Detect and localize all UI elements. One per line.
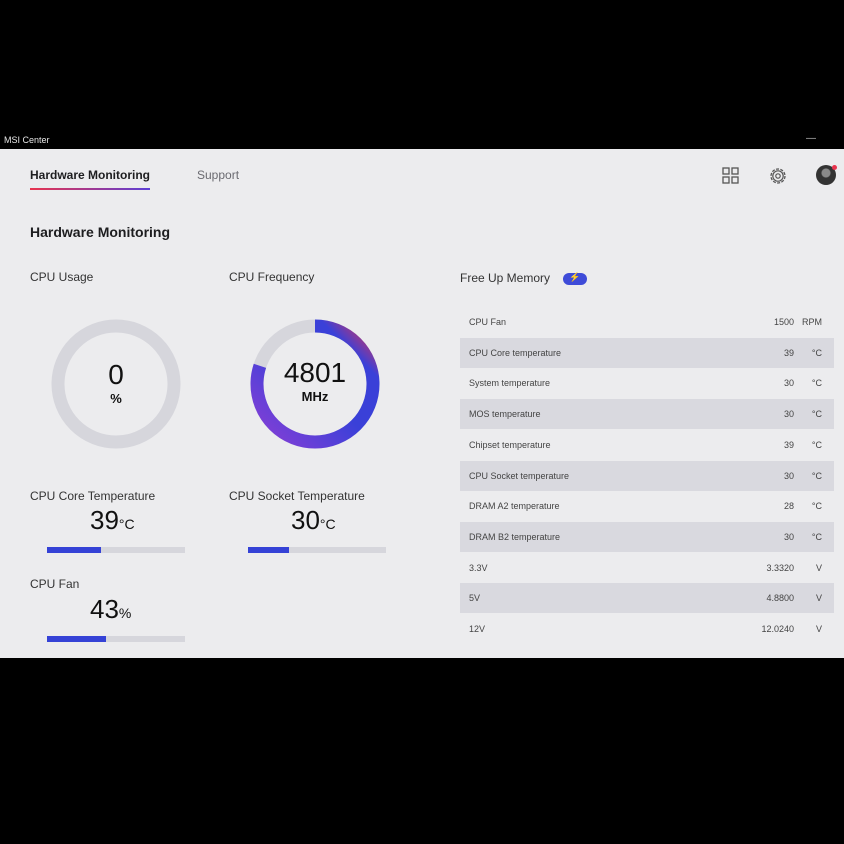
sensor-unit: V <box>815 562 822 573</box>
tab-hardware-monitoring[interactable]: Hardware Monitoring <box>30 168 151 190</box>
sensor-row: CPU Fan 1500 RPM <box>460 307 834 337</box>
cpu-usage-gauge <box>51 319 181 449</box>
sensor-name: 5V <box>469 593 481 604</box>
sensor-unit: V <box>815 624 822 634</box>
sensor-unit: °C <box>811 347 822 358</box>
cpu-usage-readout: 0 % <box>49 359 183 406</box>
grid-icon[interactable] <box>721 166 741 186</box>
app-window: Hardware Monitoring Support Hardware Mon… <box>0 149 844 658</box>
cpu-socket-temp-bar <box>248 547 386 553</box>
sensor-value: 30 <box>783 378 794 389</box>
notification-dot <box>832 165 837 170</box>
cpu-frequency-readout: 4801 MHz <box>248 357 382 404</box>
minimize-button[interactable]: — <box>806 133 816 144</box>
tab-support[interactable]: Support <box>197 168 240 182</box>
cpu-usage-value: 0 <box>108 359 124 390</box>
bolt-icon: ⚡ <box>569 272 581 282</box>
sensor-row: 12V 12.0240 V <box>460 614 834 644</box>
sensor-row: 5V 4.8800 V <box>460 583 834 614</box>
cpu-fan-label: CPU Fan <box>30 577 80 591</box>
cpu-frequency-gauge <box>250 319 380 449</box>
sensor-row: 3.3V 3.3320 V <box>460 553 834 583</box>
sensor-unit: °C <box>811 531 822 542</box>
free-up-memory-label: Free Up Memory <box>460 271 551 285</box>
sensor-row: System temperature 30 °C <box>460 368 834 398</box>
page-title: Hardware Monitoring <box>30 224 171 240</box>
sensor-row: DRAM B2 temperature 30 °C <box>460 521 834 552</box>
sensor-unit: V <box>815 593 822 604</box>
title-bar: MSI Center — <box>0 132 844 149</box>
sensor-row: Chipset temperature 39 °C <box>460 430 834 460</box>
sensor-name: DRAM B2 temperature <box>469 531 561 542</box>
sensor-name: DRAM A2 temperature <box>469 501 560 512</box>
cpu-core-temp-bar <box>47 547 185 553</box>
sensor-unit: °C <box>811 409 822 420</box>
sensor-value: 28 <box>783 501 794 512</box>
sensor-row: MOS temperature 30 °C <box>460 399 834 430</box>
cpu-frequency-value: 4801 <box>283 357 347 388</box>
cpu-socket-temp-value: 30°C <box>291 505 336 535</box>
cpu-frequency-unit: MHz <box>301 389 329 404</box>
sensor-name: Chipset temperature <box>469 439 551 450</box>
free-up-memory-button[interactable]: ⚡ <box>563 272 587 285</box>
sensor-name: CPU Fan <box>469 317 507 327</box>
cpu-socket-temp-label: CPU Socket Temperature <box>229 489 365 503</box>
sensor-unit: °C <box>811 470 822 481</box>
cpu-frequency-label: CPU Frequency <box>229 270 315 284</box>
sensor-value: 1500 <box>773 317 794 327</box>
avatar[interactable] <box>816 165 836 185</box>
sensor-row: CPU Core temperature 39 °C <box>460 337 834 368</box>
sensor-value: 39 <box>783 347 794 358</box>
sensor-unit: °C <box>811 439 822 450</box>
sensor-row: CPU Socket temperature 30 °C <box>460 460 834 491</box>
cpu-usage-label: CPU Usage <box>30 270 94 284</box>
sensor-name: CPU Socket temperature <box>469 470 570 481</box>
gear-icon[interactable] <box>768 166 788 186</box>
window-title: MSI Center <box>4 135 50 145</box>
sensor-unit: °C <box>811 378 822 389</box>
sensor-unit: RPM <box>802 317 822 327</box>
sensor-value: 4.8800 <box>766 593 794 604</box>
sensor-value: 30 <box>783 409 794 420</box>
sensor-row: DRAM A2 temperature 28 °C <box>460 491 834 521</box>
sensor-name: 3.3V <box>469 562 488 573</box>
sensor-name: 12V <box>469 624 486 634</box>
cpu-core-temp-value: 39°C <box>90 505 135 535</box>
cpu-usage-unit: % <box>110 391 122 406</box>
sensor-name: CPU Core temperature <box>469 347 562 358</box>
sensor-value: 12.0240 <box>761 624 794 634</box>
sensor-unit: °C <box>811 501 822 512</box>
sensor-value: 39 <box>783 439 794 450</box>
cpu-fan-bar <box>47 636 185 642</box>
sensor-name: MOS temperature <box>469 409 541 420</box>
sensor-value: 3.3320 <box>766 562 794 573</box>
cpu-fan-value: 43% <box>90 594 132 624</box>
cpu-core-temp-label: CPU Core Temperature <box>30 489 156 503</box>
sensor-name: System temperature <box>469 378 551 389</box>
sensor-value: 30 <box>783 470 794 481</box>
sensor-value: 30 <box>783 531 794 542</box>
